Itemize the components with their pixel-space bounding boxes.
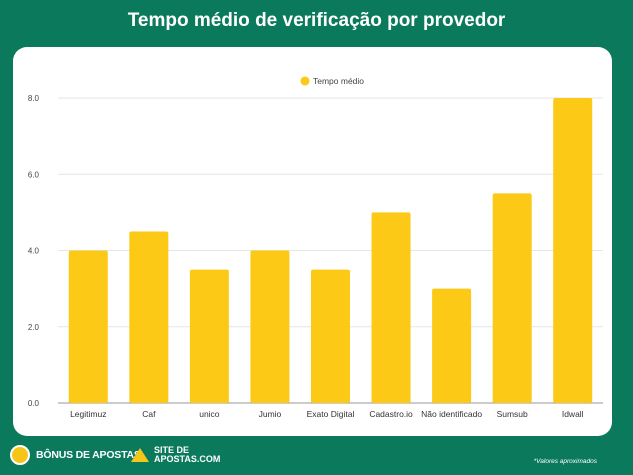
site-de-apostas-logo: SITE DE APOSTAS.COM [131, 443, 224, 467]
x-tick-label: Cadastro.io [369, 409, 413, 419]
chart-card: 0.0 2.0 4.0 6.0 8.0 Tempo médio Legitimuz Caf un… [13, 47, 612, 436]
bar [371, 212, 411, 403]
legend-label: Tempo médio [313, 76, 364, 86]
logo1-label: BÔNUS DE APOSTAS [36, 449, 141, 461]
y-tick-label: 4.0 [28, 247, 40, 256]
bar [311, 269, 350, 403]
footnote: *Valores aproximados [533, 458, 597, 465]
x-tick-label: Jumio [259, 409, 282, 419]
x-tick-label: Não identificado [421, 409, 482, 419]
x-tick-label: Exato Digital [307, 409, 355, 419]
y-tick-label: 6.0 [28, 170, 40, 179]
legend-swatch [300, 76, 310, 86]
bar [189, 269, 229, 403]
x-tick-label: Sumsub [497, 409, 528, 419]
chart-title: Tempo médio de verificação por provedor [127, 10, 506, 31]
x-tick-label: unico [199, 409, 220, 419]
logo2-label: SITE DE APOSTAS.COM [154, 445, 221, 464]
bar [250, 250, 290, 403]
bar [553, 98, 593, 403]
y-tick-label: 0.0 [28, 399, 40, 408]
crown-icon [131, 448, 149, 462]
y-tick-label: 8.0 [28, 94, 40, 103]
bar [68, 250, 108, 403]
bar-chart: 0.0 2.0 4.0 6.0 8.0 Tempo médio Legitimuz Caf un… [28, 76, 603, 419]
badge-icon [10, 445, 30, 465]
bar [129, 231, 169, 403]
x-tick-label: Idwall [562, 409, 584, 419]
bar [492, 193, 532, 403]
bar [432, 288, 472, 403]
bonus-de-apostas-logo: BÔNUS DE APOSTAS [10, 443, 141, 467]
x-tick-label: Caf [142, 409, 156, 419]
y-tick-label: 2.0 [28, 323, 40, 332]
x-tick-label: Legitimuz [70, 409, 106, 419]
